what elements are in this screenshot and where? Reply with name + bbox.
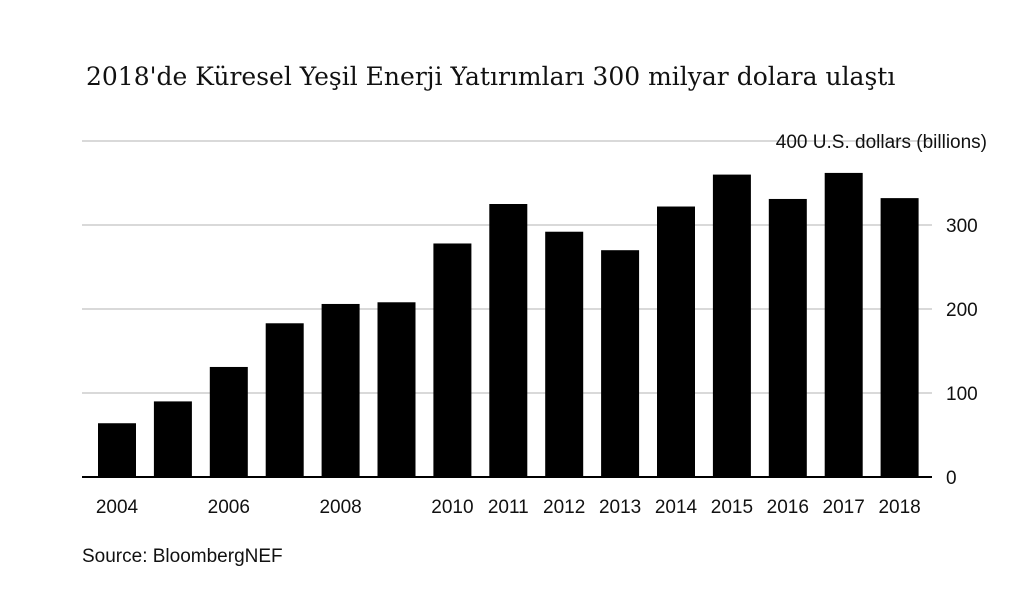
bar-2004 — [98, 423, 136, 477]
bar-2013 — [601, 250, 640, 477]
bar-2017 — [824, 172, 863, 478]
x-tick-label: 2012 — [543, 497, 585, 518]
x-tick-label: 2008 — [319, 497, 361, 518]
x-tick-label: 2015 — [711, 497, 753, 518]
bar-2015 — [712, 174, 751, 477]
x-tick-label: 2006 — [208, 497, 250, 518]
bar-2006 — [209, 366, 248, 477]
bars — [98, 172, 919, 478]
x-tick-label: 2017 — [823, 497, 865, 518]
x-tick-label: 2004 — [96, 497, 139, 518]
x-tick-label: 2014 — [655, 497, 698, 518]
y-axis-ticks: 0 100 200 300 400 U.S. dollars (billions) — [776, 132, 987, 489]
y-tick-label: 400 U.S. dollars (billions) — [776, 132, 987, 153]
y-tick-label: 200 — [946, 300, 978, 321]
x-tick-label: 2010 — [431, 497, 473, 518]
x-tick-label: 2013 — [599, 497, 641, 518]
x-tick-label: 2011 — [488, 497, 529, 518]
bar-2016 — [768, 198, 807, 477]
y-tick-label: 100 — [946, 384, 978, 405]
y-tick-label: 0 — [946, 468, 957, 489]
x-tick-label: 2018 — [878, 497, 920, 518]
bar-2009 — [377, 302, 416, 477]
bar-2005 — [153, 401, 192, 477]
bar-2008 — [321, 303, 360, 477]
y-tick-label: 300 — [946, 216, 978, 237]
bar-2018 — [880, 198, 919, 477]
chart-title: 2018'de Küresel Yeşil Enerji Yatırımları… — [86, 62, 896, 91]
bar-2010 — [433, 243, 472, 477]
x-tick-label: 2016 — [767, 497, 809, 518]
bar-2014 — [657, 206, 695, 477]
bar-2011 — [489, 204, 528, 477]
source-note: Source: BloombergNEF — [82, 546, 283, 567]
x-axis-ticks: 2004 2006 2008 2010 2011 2012 2013 2014 2015 2016… — [96, 497, 921, 518]
bar-2007 — [265, 323, 304, 477]
bar-2012 — [545, 231, 584, 477]
